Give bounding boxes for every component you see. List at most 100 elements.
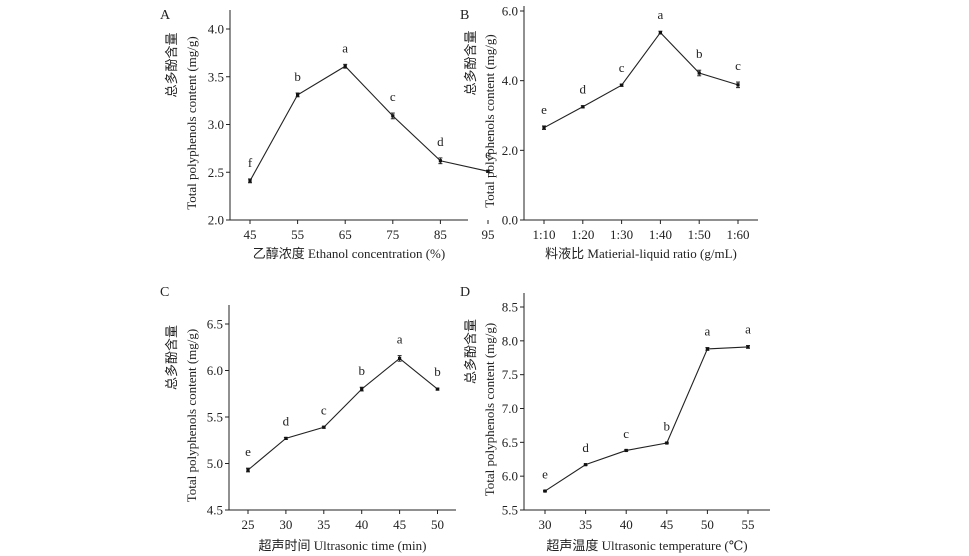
y-tick-label: 0.0 — [502, 213, 518, 228]
significance-label: e — [245, 444, 251, 459]
x-tick-label: 45 — [244, 227, 257, 242]
y-tick-label: 5.0 — [207, 456, 223, 471]
chart-panel-a: A 2.0 2.5 3.0 3.5 4.0 45 55 65 75 85 95 乙醇浓度 Ethanol… — [160, 8, 495, 261]
panel-label: C — [160, 285, 169, 300]
x-tick-label: 65 — [339, 227, 352, 242]
data-point — [665, 441, 669, 445]
y-tick-label: 6.5 — [502, 435, 518, 450]
x-tick-label: 30 — [279, 517, 292, 532]
significance-label: a — [658, 7, 664, 22]
x-tick-label: 1:60 — [726, 227, 749, 242]
y-tick-label: 6.5 — [207, 317, 223, 332]
y-axis-title: Total polyphenols content (mg/g) — [482, 323, 497, 496]
x-tick-label: 45 — [393, 517, 406, 532]
significance-label: e — [542, 466, 548, 481]
chart-panel-b: B 0.0 2.0 4.0 6.0 1:10 1:20 1:30 1:40 1:50 1:60 料液比… — [460, 4, 758, 261]
x-tick-label: 45 — [660, 517, 673, 532]
x-tick-label: 75 — [386, 227, 399, 242]
data-point — [486, 169, 490, 173]
significance-label: e — [541, 102, 547, 117]
data-point — [296, 93, 300, 97]
x-tick-label: 1:50 — [688, 227, 711, 242]
x-tick-label: 1:40 — [649, 227, 672, 242]
y-tick-label: 6.0 — [207, 363, 223, 378]
x-tick-label: 25 — [242, 517, 255, 532]
significance-label: c — [623, 426, 629, 441]
x-tick-label: 40 — [620, 517, 633, 532]
y-axis-title: Total polyphenols content (mg/g) — [184, 329, 199, 502]
panel-label: D — [460, 285, 470, 300]
x-axis-title: 乙醇浓度 Ethanol concentration (%) — [253, 246, 445, 261]
chart-panel-c: C 4.5 5.0 5.5 6.0 6.5 25 30 35 40 45 50 超声时间 Ultraso… — [160, 285, 456, 553]
y-axis-title-zh: 总多酚含量 — [164, 325, 179, 390]
x-tick-label: 1:10 — [532, 227, 555, 242]
y-tick-label: 4.0 — [208, 22, 224, 37]
y-tick-label: 6.0 — [502, 469, 518, 484]
series-line — [247, 357, 438, 471]
x-axis-title: 超声温度 Ultrasonic temperature (℃) — [546, 538, 747, 553]
y-tick-label: 5.5 — [502, 503, 518, 518]
y-tick-label: 3.0 — [208, 117, 224, 132]
significance-label: a — [397, 332, 403, 347]
data-point — [391, 114, 395, 118]
significance-label: c — [321, 402, 327, 417]
significance-label: c — [390, 89, 396, 104]
data-point — [697, 71, 701, 75]
x-tick-label: 85 — [434, 227, 447, 242]
y-axis-title-zh: 总多酚含量 — [463, 30, 478, 95]
x-axis-title: 料液比 Matierial-liquid ratio (g/mL) — [545, 246, 737, 261]
significance-label: a — [745, 322, 751, 337]
x-tick-label: 40 — [355, 517, 368, 532]
x-tick-label: 95 — [482, 227, 495, 242]
significance-label: c — [619, 60, 625, 75]
data-point — [658, 30, 662, 35]
data-point — [284, 436, 288, 440]
data-point — [624, 448, 628, 453]
panel-label: B — [460, 8, 469, 23]
x-tick-label: 1:20 — [571, 227, 594, 242]
data-point — [746, 345, 750, 349]
significance-label: b — [434, 364, 441, 379]
x-tick-label: 30 — [539, 517, 552, 532]
significance-label: a — [342, 40, 348, 55]
significance-label: b — [358, 363, 365, 378]
series-line — [249, 65, 489, 182]
x-tick-label: 55 — [291, 227, 304, 242]
significance-label: b — [294, 69, 301, 84]
significance-label: f — [248, 155, 253, 170]
y-tick-label: 8.5 — [502, 300, 518, 315]
x-tick-label: 1:30 — [610, 227, 633, 242]
y-tick-label: 7.0 — [502, 401, 518, 416]
data-point — [248, 179, 252, 183]
data-point — [543, 489, 547, 493]
data-point — [736, 83, 740, 87]
data-point — [343, 64, 347, 68]
x-tick-label: 35 — [579, 517, 592, 532]
data-point — [360, 387, 364, 391]
data-point — [438, 159, 442, 163]
chart-panel-d: D 5.5 6.0 6.5 7.0 7.5 8.0 8.5 30 35 40 45 50 55 超声温度 U… — [460, 285, 770, 553]
x-tick-label: 50 — [431, 517, 444, 532]
significance-label: d — [437, 134, 444, 149]
y-axis-title: Total polyphenols content (mg/g) — [482, 34, 497, 207]
y-tick-label: 8.0 — [502, 333, 518, 348]
y-axis-title-zh: 总多酚含量 — [463, 319, 478, 384]
x-tick-label: 55 — [742, 517, 755, 532]
data-point — [705, 347, 709, 351]
series-line — [543, 31, 739, 129]
data-point — [435, 387, 440, 391]
significance-label: e — [485, 146, 491, 161]
significance-label: d — [582, 440, 589, 455]
y-tick-label: 5.5 — [207, 410, 223, 425]
x-tick-label: 50 — [701, 517, 714, 532]
data-point — [322, 425, 326, 429]
y-tick-label: 3.5 — [208, 69, 224, 84]
data-point — [246, 468, 250, 472]
y-tick-label: 2.0 — [502, 143, 518, 158]
data-point — [542, 126, 546, 130]
data-point — [584, 463, 588, 467]
series-line — [544, 346, 749, 492]
y-tick-label: 4.0 — [502, 73, 518, 88]
y-tick-label: 2.0 — [208, 213, 224, 228]
y-axis-title-zh: 总多酚含量 — [164, 32, 179, 97]
